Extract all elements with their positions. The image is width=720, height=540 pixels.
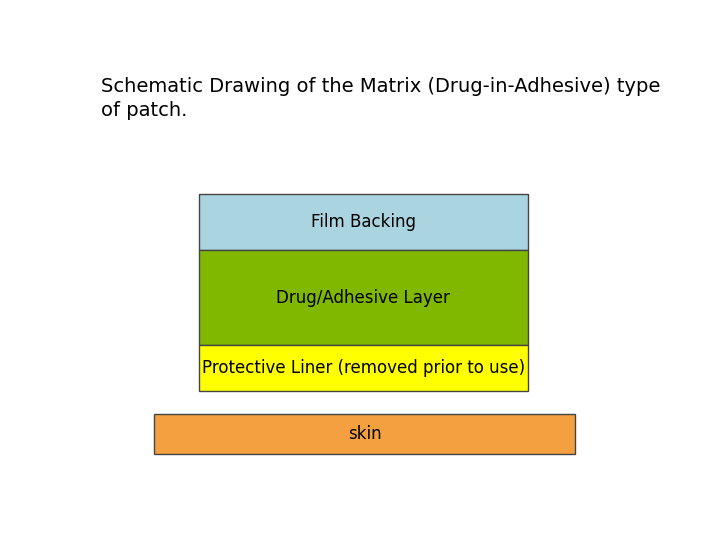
- Bar: [199, 250, 528, 346]
- Text: skin: skin: [348, 425, 382, 443]
- Text: Protective Liner (removed prior to use): Protective Liner (removed prior to use): [202, 359, 525, 377]
- Bar: [154, 414, 575, 454]
- Text: Film Backing: Film Backing: [311, 213, 416, 231]
- Bar: [199, 194, 528, 250]
- Text: Drug/Adhesive Layer: Drug/Adhesive Layer: [276, 289, 450, 307]
- Bar: [199, 346, 528, 391]
- Text: Schematic Drawing of the Matrix (Drug-in-Adhesive) type
of patch.: Schematic Drawing of the Matrix (Drug-in…: [101, 77, 660, 120]
